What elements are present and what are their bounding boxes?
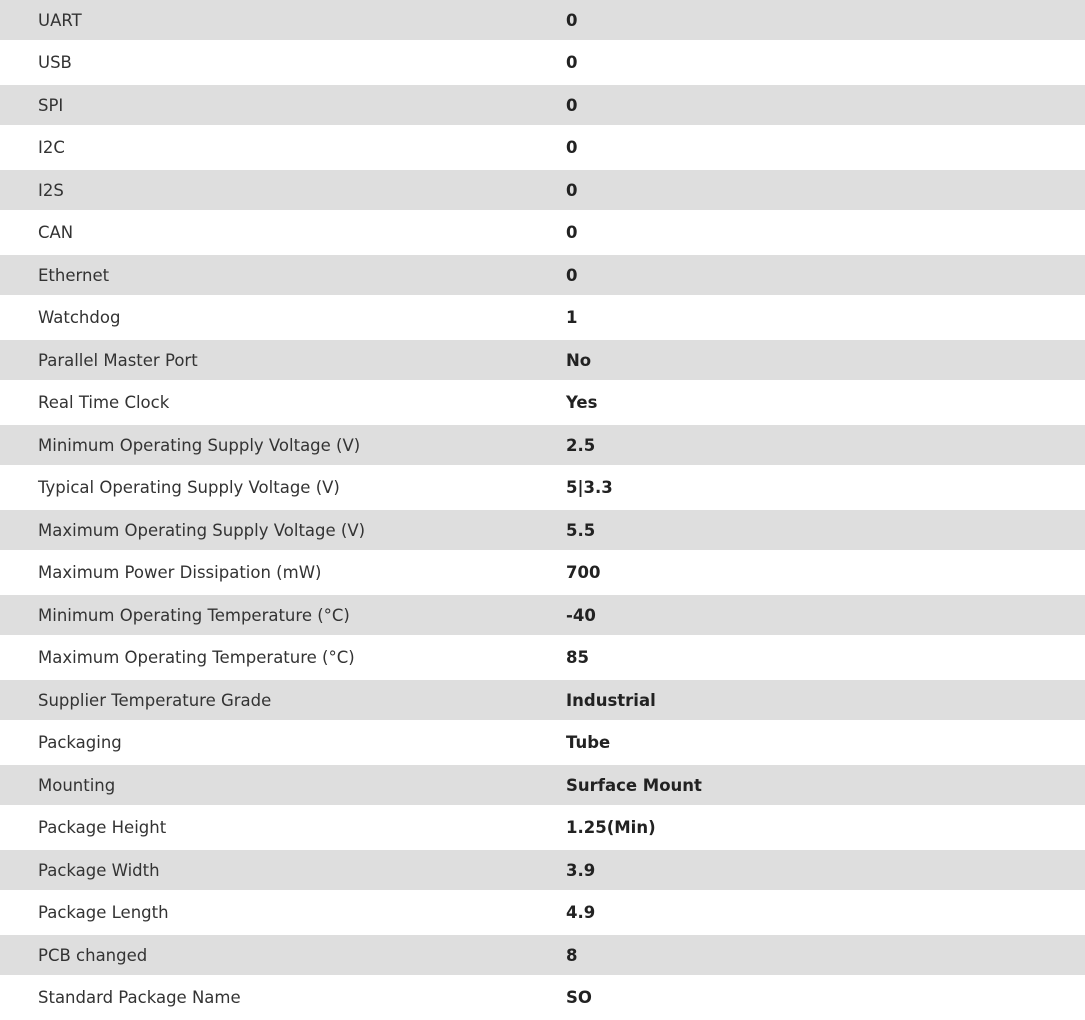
spec-row: Minimum Operating Temperature (°C) -40	[0, 595, 1085, 635]
spec-label: UART	[38, 10, 82, 30]
spec-row: Parallel Master Port No	[0, 340, 1085, 380]
spec-label: CAN	[38, 223, 74, 242]
spec-label: Package Height	[38, 818, 167, 837]
spec-row: SPI 0	[0, 85, 1085, 125]
spec-value: 1.25(Min)	[566, 818, 656, 837]
spec-label: PCB changed	[38, 945, 148, 965]
spec-value: No	[566, 350, 592, 370]
spec-label: Standard Package Name	[38, 988, 241, 1007]
spec-row: PCB changed 8	[0, 935, 1085, 975]
spec-value: Surface Mount	[566, 775, 702, 795]
spec-label: Package Width	[38, 860, 160, 880]
spec-label: Minimum Operating Supply Voltage (V)	[38, 435, 361, 455]
spec-row: Package Width 3.9	[0, 850, 1085, 890]
spec-value: SO	[566, 988, 592, 1007]
spec-value: 8	[566, 945, 578, 965]
spec-row: Minimum Operating Supply Voltage (V) 2.5	[0, 425, 1085, 465]
spec-label: Mounting	[38, 775, 116, 795]
spec-value: 4.9	[566, 903, 596, 922]
spec-row: Real Time Clock Yes	[0, 380, 1085, 425]
spec-value: -40	[566, 605, 596, 625]
spec-value: 0	[566, 10, 578, 30]
spec-value: 700	[566, 563, 601, 582]
spec-row: Standard Package Name SO	[0, 975, 1085, 1020]
spec-row: UART 0	[0, 0, 1085, 40]
spec-row: CAN 0	[0, 210, 1085, 255]
spec-label: USB	[38, 53, 72, 72]
spec-label: Maximum Operating Temperature (°C)	[38, 648, 355, 667]
spec-row: Packaging Tube	[0, 720, 1085, 765]
spec-row: Typical Operating Supply Voltage (V) 5|3.…	[0, 465, 1085, 510]
spec-value: 2.5	[566, 435, 596, 455]
spec-label: Parallel Master Port	[38, 350, 198, 370]
spec-value: 0	[566, 180, 578, 200]
spec-label: Package Length	[38, 903, 169, 922]
spec-label: Minimum Operating Temperature (°C)	[38, 605, 350, 625]
spec-label: Maximum Power Dissipation (mW)	[38, 563, 322, 582]
spec-label: Watchdog	[38, 308, 121, 327]
spec-value: Yes	[566, 393, 598, 412]
spec-value: 0	[566, 53, 578, 72]
spec-label: I2S	[38, 180, 64, 200]
spec-value: Tube	[566, 733, 611, 752]
spec-value: 1	[566, 308, 578, 327]
spec-row: I2C 0	[0, 125, 1085, 170]
spec-row: Maximum Operating Supply Voltage (V) 5.5	[0, 510, 1085, 550]
spec-row: Maximum Power Dissipation (mW) 700	[0, 550, 1085, 595]
spec-row: Package Length 4.9	[0, 890, 1085, 935]
spec-value: 5.5	[566, 520, 596, 540]
spec-label: Real Time Clock	[38, 393, 170, 412]
spec-row: Watchdog 1	[0, 295, 1085, 340]
spec-row: I2S 0	[0, 170, 1085, 210]
spec-label: Supplier Temperature Grade	[38, 690, 272, 710]
spec-label: Ethernet	[38, 265, 110, 285]
spec-row: Ethernet 0	[0, 255, 1085, 295]
spec-label: SPI	[38, 95, 64, 115]
spec-row: Package Height 1.25(Min)	[0, 805, 1085, 850]
spec-row: Mounting Surface Mount	[0, 765, 1085, 805]
spec-value: 0	[566, 138, 578, 157]
spec-value: 85	[566, 648, 589, 667]
spec-label: Packaging	[38, 733, 122, 752]
spec-value: 3.9	[566, 860, 596, 880]
spec-value: 5|3.3	[566, 478, 613, 497]
spec-label: Typical Operating Supply Voltage (V)	[38, 478, 340, 497]
spec-label: I2C	[38, 138, 65, 157]
spec-value: 0	[566, 223, 578, 242]
spec-row: Maximum Operating Temperature (°C) 85	[0, 635, 1085, 680]
spec-value: 0	[566, 95, 578, 115]
spec-label: Maximum Operating Supply Voltage (V)	[38, 520, 366, 540]
spec-row: Supplier Temperature Grade Industrial	[0, 680, 1085, 720]
spec-value: Industrial	[566, 690, 656, 710]
spec-row: USB 0	[0, 40, 1085, 85]
spec-value: 0	[566, 265, 578, 285]
